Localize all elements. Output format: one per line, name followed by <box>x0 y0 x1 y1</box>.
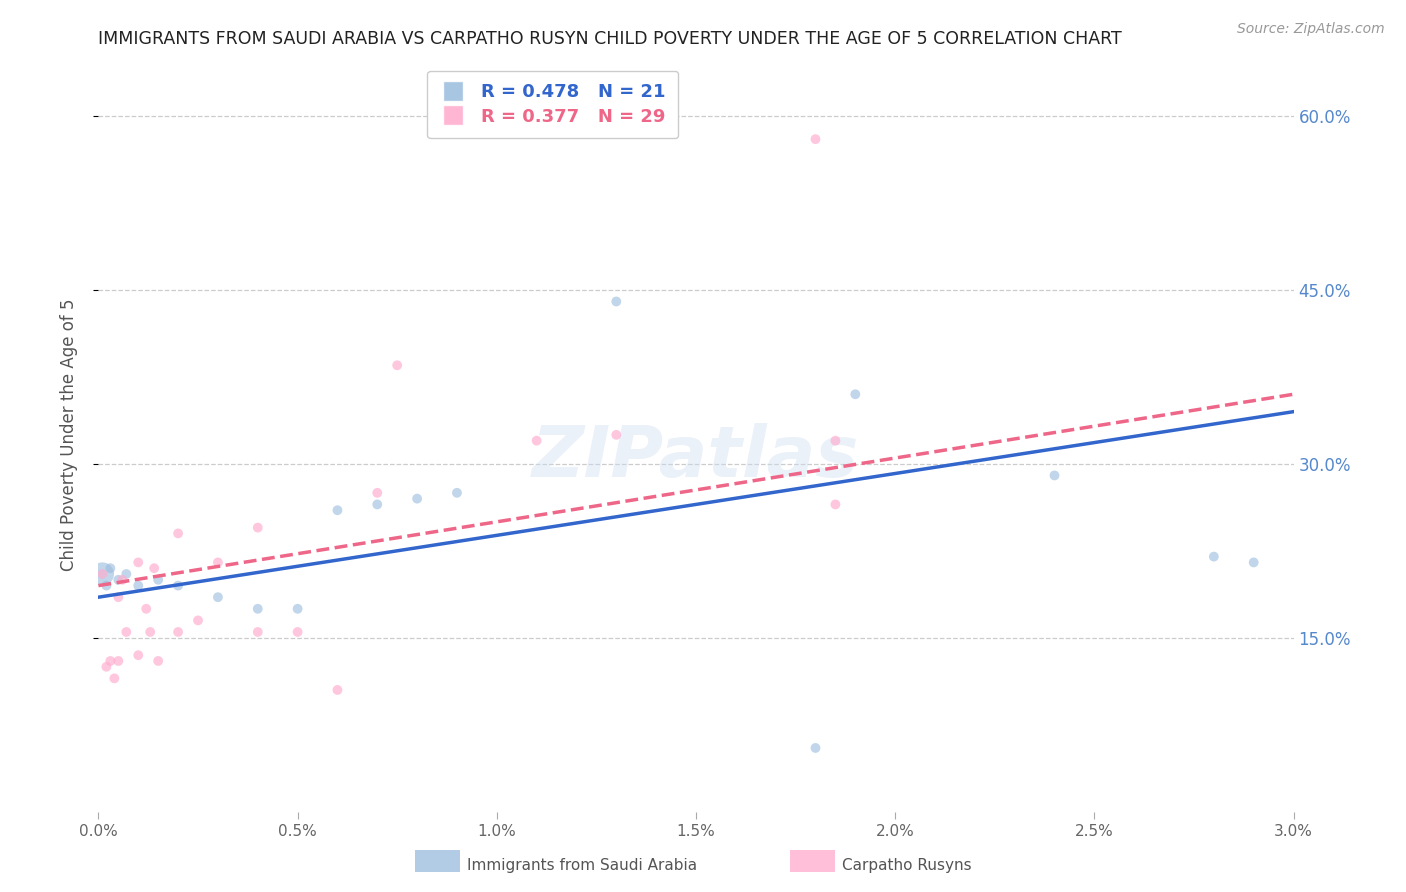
Point <box>127 648 149 662</box>
Point <box>446 485 468 500</box>
Point <box>127 578 149 592</box>
Point <box>107 654 129 668</box>
Point <box>148 654 170 668</box>
Point <box>96 660 118 674</box>
Point <box>326 683 349 698</box>
Point <box>135 602 157 616</box>
Point <box>287 602 309 616</box>
Y-axis label: Child Poverty Under the Age of 5: Child Poverty Under the Age of 5 <box>59 299 77 571</box>
Point <box>143 561 166 575</box>
Point <box>148 573 170 587</box>
Point <box>366 485 388 500</box>
Legend: R = 0.478   N = 21, R = 0.377   N = 29: R = 0.478 N = 21, R = 0.377 N = 29 <box>427 70 678 138</box>
Point <box>187 614 209 628</box>
Point <box>115 624 138 639</box>
Point <box>366 498 388 512</box>
Point <box>804 740 827 755</box>
Point <box>115 567 138 582</box>
Point <box>167 624 190 639</box>
Point <box>167 578 190 592</box>
Point <box>844 387 866 401</box>
Point <box>246 602 269 616</box>
Point <box>824 498 846 512</box>
Point <box>98 561 122 575</box>
Point <box>91 567 114 582</box>
Point <box>139 624 162 639</box>
Point <box>103 671 125 685</box>
Text: Carpatho Rusyns: Carpatho Rusyns <box>842 858 972 872</box>
Text: ZIPatlas: ZIPatlas <box>533 423 859 492</box>
Point <box>91 567 114 582</box>
Point <box>824 434 846 448</box>
Point <box>605 427 627 442</box>
Text: Source: ZipAtlas.com: Source: ZipAtlas.com <box>1237 22 1385 37</box>
Point <box>246 521 269 535</box>
Point <box>406 491 429 506</box>
Point <box>107 591 129 605</box>
Point <box>107 573 129 587</box>
Point <box>1243 555 1265 570</box>
Point <box>207 591 229 605</box>
Point <box>98 654 122 668</box>
Point <box>111 573 134 587</box>
Point <box>207 555 229 570</box>
Point <box>96 578 118 592</box>
Text: Immigrants from Saudi Arabia: Immigrants from Saudi Arabia <box>467 858 697 872</box>
Point <box>1202 549 1225 564</box>
Point <box>605 294 627 309</box>
Text: IMMIGRANTS FROM SAUDI ARABIA VS CARPATHO RUSYN CHILD POVERTY UNDER THE AGE OF 5 : IMMIGRANTS FROM SAUDI ARABIA VS CARPATHO… <box>98 30 1122 48</box>
Point <box>385 358 409 372</box>
Point <box>804 132 827 146</box>
Point <box>246 624 269 639</box>
Point <box>287 624 309 639</box>
Point <box>167 526 190 541</box>
Point <box>526 434 548 448</box>
Point <box>127 555 149 570</box>
Point <box>1043 468 1066 483</box>
Point <box>326 503 349 517</box>
